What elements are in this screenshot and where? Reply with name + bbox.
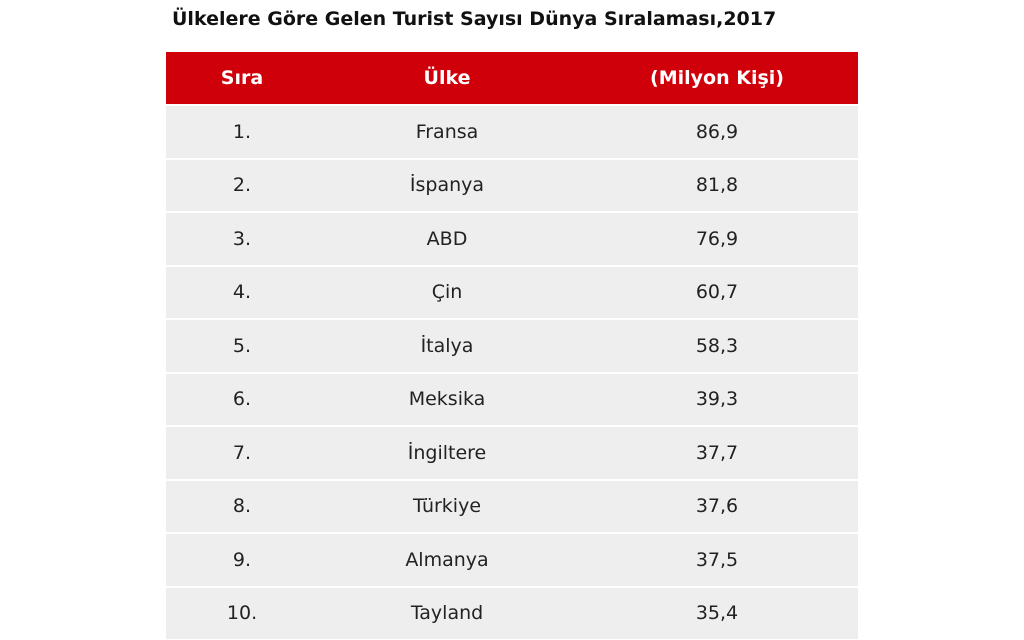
table-cell: 37,7: [576, 425, 858, 480]
table-cell: 37,5: [576, 532, 858, 587]
table-cell: 1.: [166, 104, 318, 159]
table-cell: Çin: [318, 264, 576, 319]
table-cell: 6.: [166, 371, 318, 426]
table-cell: 58,3: [576, 318, 858, 373]
column-header: Ülke: [318, 52, 576, 105]
table-cell: 37,6: [576, 478, 858, 533]
table-cell: 9.: [166, 532, 318, 587]
table-cell: İtalya: [318, 318, 576, 373]
table-row: 3. ABD 76,9: [166, 211, 858, 266]
table-cell: 7.: [166, 425, 318, 480]
table-body: 1. Fransa 86,9 2. İspanya 81,8 3. ABD 76,9 4. Çin 6…: [166, 104, 858, 639]
table-cell: Almanya: [318, 532, 576, 587]
table-cell: Meksika: [318, 371, 576, 426]
table-cell: 60,7: [576, 264, 858, 319]
column-header: Sıra: [166, 52, 318, 105]
table-cell: ABD: [318, 211, 576, 266]
table-cell: Türkiye: [318, 478, 576, 533]
table-row: 4. Çin 60,7: [166, 264, 858, 319]
table-row: 5. İtalya 58,3: [166, 318, 858, 373]
table-cell: 5.: [166, 318, 318, 373]
table-cell: 39,3: [576, 371, 858, 426]
table-cell: 3.: [166, 211, 318, 266]
table-cell: 86,9: [576, 104, 858, 159]
table-cell: 81,8: [576, 157, 858, 212]
table-cell: 10.: [166, 585, 318, 639]
table-row: 6. Meksika 39,3: [166, 371, 858, 426]
page-title: Ülkelere Göre Gelen Turist Sayısı Dünya …: [172, 8, 777, 30]
table-row: 10. Tayland 35,4: [166, 585, 858, 639]
table-cell: Tayland: [318, 585, 576, 639]
table-row: 8. Türkiye 37,6: [166, 478, 858, 533]
table-cell: Fransa: [318, 104, 576, 159]
table-row: 1. Fransa 86,9: [166, 104, 858, 159]
table-row: 2. İspanya 81,8: [166, 157, 858, 212]
table-cell: 2.: [166, 157, 318, 212]
table-cell: İspanya: [318, 157, 576, 212]
table-row: 9. Almanya 37,5: [166, 532, 858, 587]
table-cell: 35,4: [576, 585, 858, 639]
ranking-table: Sıra Ülke (Milyon Kişi) 1. Fransa 86,9 2. İspa…: [166, 52, 858, 639]
table-row: 7. İngiltere 37,7: [166, 425, 858, 480]
table-cell: 4.: [166, 264, 318, 319]
header-row: Sıra Ülke (Milyon Kişi): [166, 52, 858, 105]
table-cell: 76,9: [576, 211, 858, 266]
column-header: (Milyon Kişi): [576, 52, 858, 105]
table-cell: İngiltere: [318, 425, 576, 480]
table-cell: 8.: [166, 478, 318, 533]
